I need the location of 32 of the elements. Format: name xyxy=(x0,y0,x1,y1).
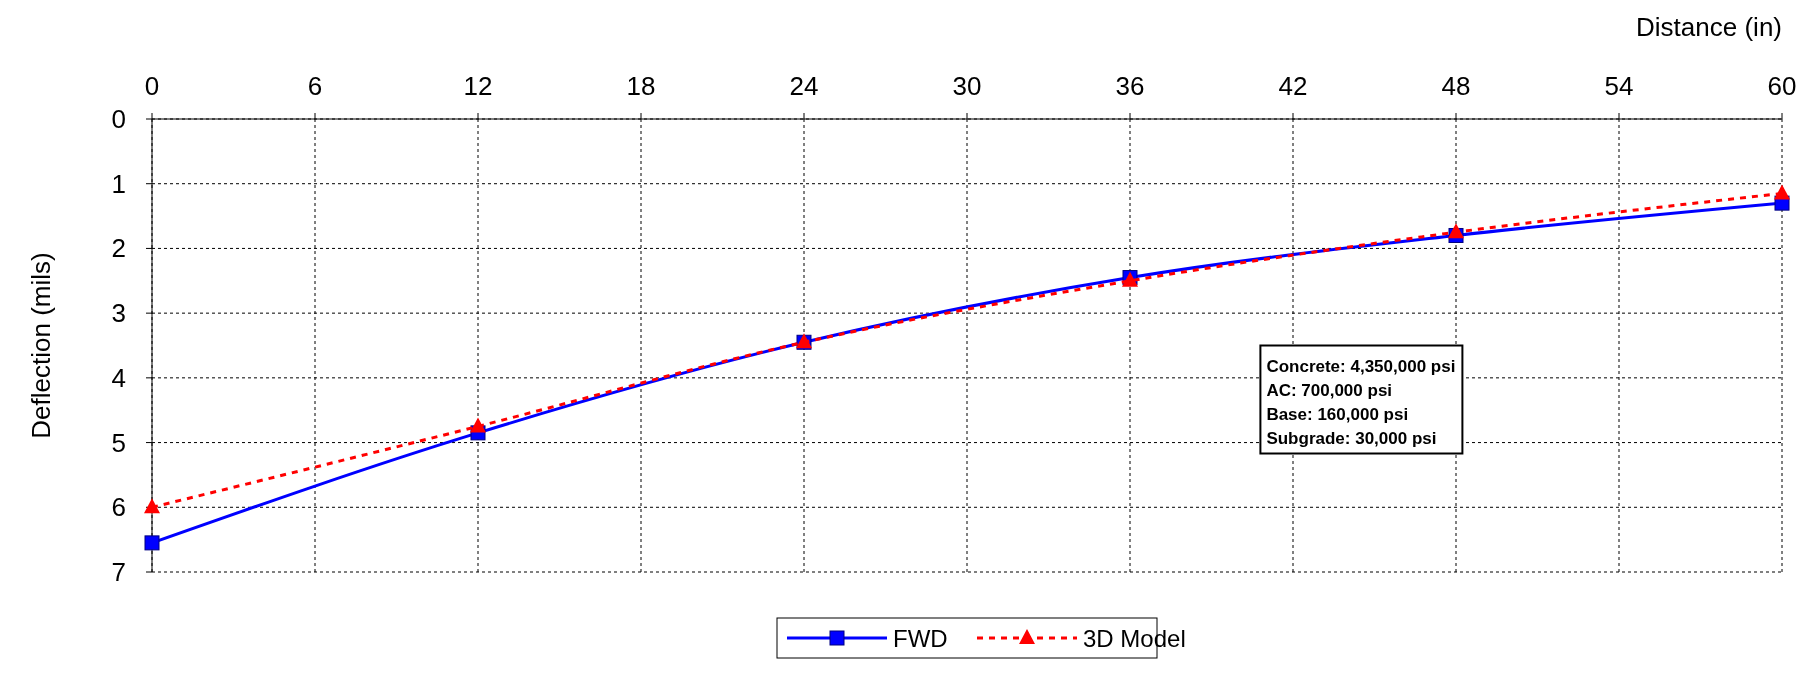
annotation: Subgrade: 30,000 psi xyxy=(1266,428,1437,448)
x-tick-label: 36 xyxy=(1115,71,1145,101)
y-tick-label: 6 xyxy=(111,492,126,523)
x-tick-label: 30 xyxy=(952,71,982,101)
x-tick-label: 54 xyxy=(1604,71,1634,101)
y-axis-title: Deflection (mils) xyxy=(26,252,56,439)
y-tick-label: 0 xyxy=(111,104,126,134)
annotation: Concrete: 4,350,000 psi xyxy=(1266,356,1456,376)
y-tick-label: 4 xyxy=(111,362,126,393)
y-tick-label: 2 xyxy=(111,233,126,264)
point xyxy=(1774,184,1790,200)
y-tick-label: 3 xyxy=(111,298,126,329)
x-tick-label: 18 xyxy=(626,71,656,101)
point xyxy=(144,498,160,514)
y-tick-label: 7 xyxy=(111,557,126,587)
x-tick-label: 0 xyxy=(144,71,160,101)
x-tick-label: 12 xyxy=(463,71,493,101)
x-tick-label: 48 xyxy=(1441,71,1471,101)
legend-label: 3D Model xyxy=(1083,625,1186,652)
x-axis-title: Distance (in) xyxy=(1636,12,1782,42)
point xyxy=(1448,223,1464,239)
y-tick-label: 5 xyxy=(111,427,126,458)
x-tick-label: 42 xyxy=(1278,71,1308,101)
x-tick-label: 24 xyxy=(789,71,819,101)
point xyxy=(470,417,486,433)
x-tick-label: 60 xyxy=(1767,71,1797,101)
annotation: AC: 700,000 psi xyxy=(1266,380,1393,400)
annotation: Base: 160,000 psi xyxy=(1266,404,1409,424)
x-tick-label: 6 xyxy=(307,71,323,101)
legend-label: FWD xyxy=(893,625,948,652)
point xyxy=(144,535,160,551)
y-tick-label: 1 xyxy=(111,168,126,199)
